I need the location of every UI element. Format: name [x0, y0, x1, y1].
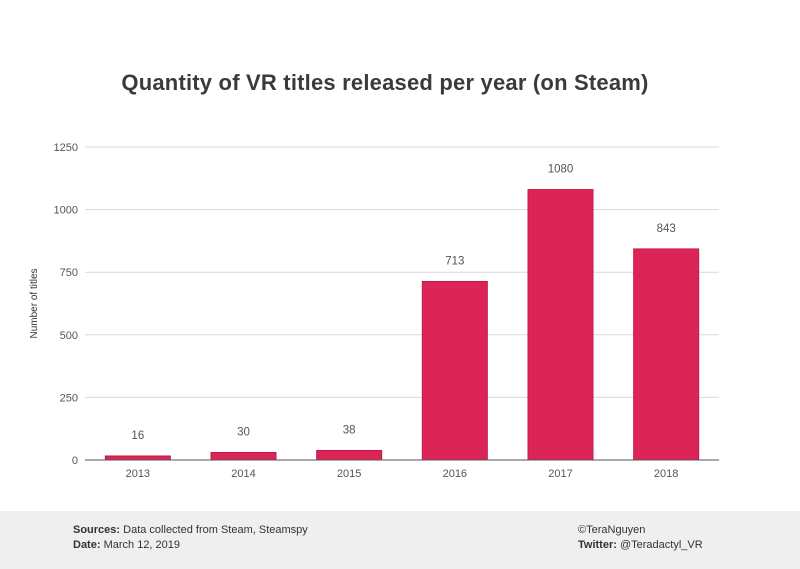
y-tick-label: 750 [60, 267, 78, 279]
date-text: March 12, 2019 [103, 539, 181, 551]
data-label: 16 [131, 430, 144, 442]
x-tick-label: 2015 [337, 468, 361, 480]
bar-chart: 0 250 500 750 1000 1250 Number of titles 16 2013… [29, 142, 719, 480]
date-label: Date: [73, 539, 101, 551]
data-label: 1080 [548, 164, 574, 176]
bar [633, 248, 700, 461]
x-tick-label: 2013 [126, 468, 150, 480]
y-tick-label: 0 [72, 455, 78, 467]
bar [527, 189, 594, 461]
y-tick-label: 1000 [54, 205, 78, 217]
twitter-label: Twitter: [578, 539, 617, 551]
x-tick-label: 2016 [443, 468, 467, 480]
data-label: 30 [237, 426, 250, 438]
y-tick-label: 250 [60, 392, 78, 404]
x-tick-label: 2014 [231, 468, 255, 480]
y-tick-label: 500 [60, 330, 78, 342]
footer-author: ©TeraNguyen [578, 524, 646, 536]
data-label: 713 [445, 255, 464, 267]
footer: Sources: Data collected from Steam, Stea… [0, 511, 800, 569]
bar [104, 455, 171, 461]
sources-text: Data collected from Steam, Steamspy [123, 524, 308, 536]
x-tick-label: 2018 [654, 468, 678, 480]
data-label: 38 [343, 424, 356, 436]
x-tick-label: 2017 [548, 468, 572, 480]
bar [316, 449, 383, 461]
footer-date: Date: March 12, 2019 [73, 539, 180, 551]
data-label: 843 [657, 223, 676, 235]
y-axis-title: Number of titles [29, 268, 40, 338]
footer-sources: Sources: Data collected from Steam, Stea… [73, 524, 308, 536]
bar [210, 451, 277, 461]
footer-twitter: Twitter: @Teradactyl_VR [578, 539, 703, 551]
bar [421, 280, 488, 461]
y-tick-label: 1250 [54, 142, 78, 154]
twitter-text: @Teradactyl_VR [619, 539, 703, 551]
chart-title: Quantity of VR titles released per year … [121, 70, 649, 95]
sources-label: Sources: [73, 524, 121, 536]
